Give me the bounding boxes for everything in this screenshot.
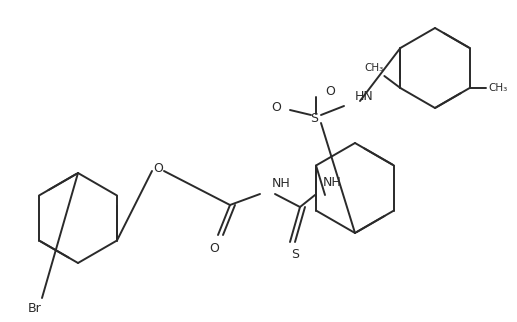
Text: S: S: [310, 111, 318, 125]
Text: O: O: [271, 100, 281, 113]
Text: S: S: [291, 249, 299, 261]
Text: CH₃: CH₃: [364, 63, 384, 73]
Text: Br: Br: [28, 301, 42, 315]
Text: O: O: [153, 162, 163, 175]
Text: NH: NH: [272, 176, 291, 190]
Text: O: O: [325, 84, 335, 98]
Text: O: O: [209, 242, 219, 254]
Text: CH₃: CH₃: [488, 83, 507, 93]
Text: HN: HN: [355, 90, 374, 102]
Text: NH: NH: [323, 175, 342, 188]
